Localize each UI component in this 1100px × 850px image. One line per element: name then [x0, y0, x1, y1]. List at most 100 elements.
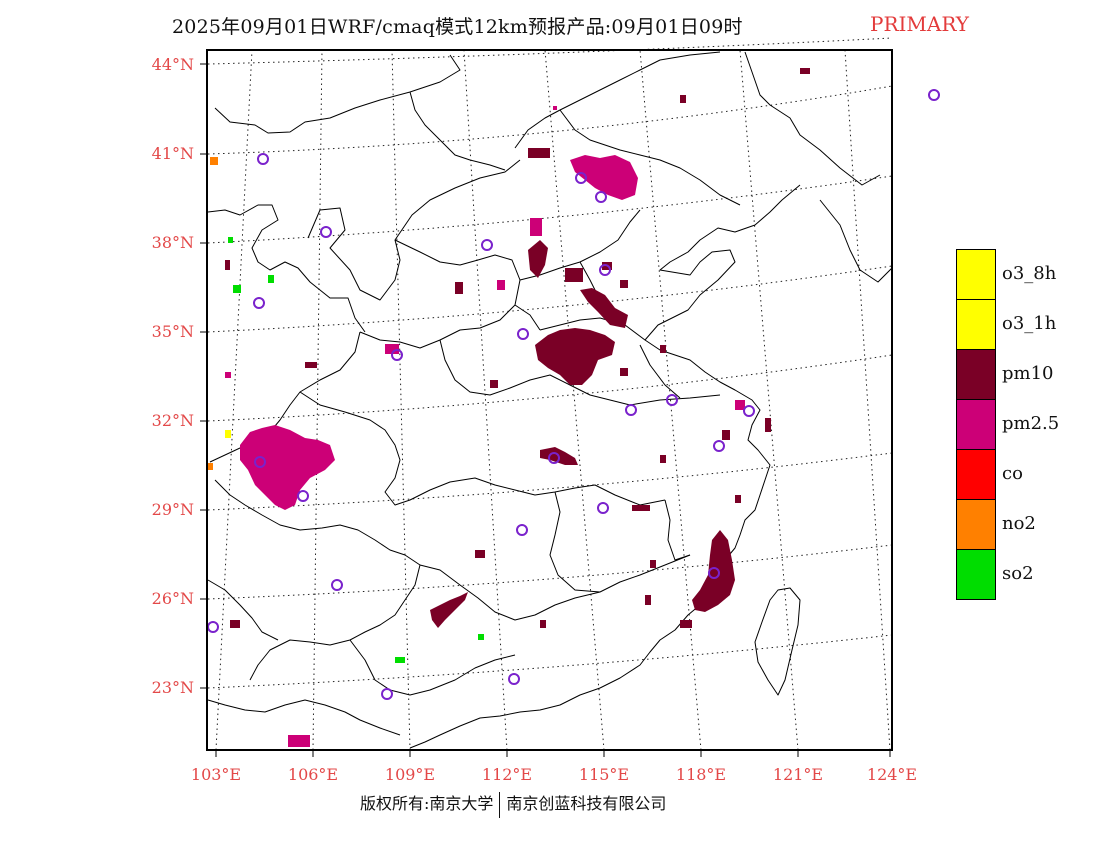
primary-tag: PRIMARY	[870, 12, 969, 36]
legend-swatch	[956, 299, 996, 350]
province-boundaries	[207, 51, 893, 749]
station-marker	[207, 621, 219, 633]
station-marker	[257, 153, 269, 165]
border-inner-9	[549, 491, 691, 593]
lon-line-109	[391, 49, 411, 751]
lat-line-35	[207, 265, 893, 333]
station-marker	[391, 349, 403, 361]
title-text: 2025年09月01日WRF/cmaq模式12km预报产品:09月01日09时	[172, 16, 743, 38]
pm10-cell	[528, 148, 550, 158]
pm10-cell	[620, 368, 628, 376]
lon-line-121	[739, 49, 799, 751]
pm25-cell	[553, 106, 557, 110]
border-inner-11	[207, 699, 401, 736]
copyright-footer: 版权所有:南京大学 南京创蓝科技有限公司	[360, 790, 666, 818]
pm25-beijing	[570, 155, 638, 200]
lat-label-44n: 44°N	[151, 55, 194, 74]
legend-swatch	[956, 349, 996, 400]
border-inner-1	[307, 159, 521, 301]
border-inner-7	[214, 479, 421, 681]
taiwan-outline	[754, 587, 801, 696]
border-nw	[207, 204, 366, 333]
station-marker	[597, 502, 609, 514]
pm10-cell	[540, 620, 546, 628]
pm10-cell	[632, 505, 650, 511]
pm10-cell	[765, 418, 771, 432]
station-marker	[481, 239, 493, 251]
o3-cell	[225, 430, 231, 438]
station-marker	[517, 328, 529, 340]
pm10-cell	[645, 595, 651, 605]
legend-swatch	[956, 549, 996, 600]
lon-label-112e: 112°E	[481, 765, 533, 784]
legend-label: pm10	[1002, 363, 1054, 384]
pm10-cell	[620, 280, 628, 288]
so2-cell	[233, 285, 241, 293]
lon-label-109e: 109°E	[384, 765, 436, 784]
station-marker	[713, 440, 725, 452]
no2-cell	[207, 463, 213, 470]
pm25-cell	[497, 280, 505, 290]
pm25-area	[225, 106, 745, 747]
station-marker	[516, 524, 528, 536]
pm10-fujian	[692, 530, 735, 612]
pm10-guangxi	[430, 592, 468, 628]
pm25-cell	[735, 400, 745, 410]
pm10-cell	[475, 550, 485, 558]
pm10-cell	[680, 95, 686, 103]
pm25-sichuan-basin	[240, 425, 335, 510]
pm10-cell	[800, 68, 810, 74]
border-inner-5	[209, 331, 361, 463]
station-marker	[320, 226, 332, 238]
pm25-cell	[530, 218, 542, 236]
station-marker	[595, 191, 607, 203]
border-inner-3	[519, 209, 646, 341]
lat-label-26n: 26°N	[151, 589, 194, 608]
lon-line-106	[312, 49, 323, 751]
pm10-cell	[680, 620, 692, 628]
korea-outline	[819, 199, 893, 283]
station-marker	[548, 452, 560, 464]
copyright-left: 版权所有:南京大学	[360, 794, 494, 813]
lon-line-103	[215, 49, 253, 751]
pm10-cell	[565, 268, 583, 282]
map-title: 2025年09月01日WRF/cmaq模式12km预报产品:09月01日09时 …	[0, 12, 1100, 42]
so2-area	[228, 237, 484, 663]
station-marker	[599, 264, 611, 276]
pm10-cell	[225, 260, 230, 270]
station-markers	[207, 89, 940, 700]
lon-label-121e: 121°E	[772, 765, 824, 784]
axis-ticks	[200, 63, 891, 757]
pm10-cell	[735, 495, 741, 503]
lat-line-29	[207, 452, 893, 511]
border-north	[214, 51, 721, 149]
station-marker	[253, 297, 265, 309]
lon-label-103e: 103°E	[190, 765, 242, 784]
legend-label: so2	[1002, 563, 1034, 584]
border-inner-10	[207, 579, 516, 696]
pm10-cell	[490, 380, 498, 388]
lon-label-124e: 124°E	[866, 765, 918, 784]
lat-label-29n: 29°N	[151, 500, 194, 519]
pm10-cell	[230, 620, 240, 628]
no2-cell	[210, 157, 218, 165]
pm10-cell	[660, 345, 666, 353]
pm10-cell	[722, 430, 730, 440]
legend-swatch	[956, 249, 996, 300]
copyright-right: 南京创蓝科技有限公司	[506, 794, 667, 813]
legend-swatch	[956, 449, 996, 500]
border-inner-14	[559, 109, 741, 206]
lon-label-115e: 115°E	[578, 765, 630, 784]
lat-label-32n: 32°N	[151, 411, 194, 430]
map-frame	[206, 49, 893, 751]
pm10-hebei	[580, 288, 628, 328]
so2-cell	[395, 657, 405, 663]
station-marker	[297, 490, 309, 502]
legend-label: o3_8h	[1002, 263, 1057, 284]
legend-label: o3_1h	[1002, 313, 1057, 334]
no2-area	[207, 157, 218, 470]
station-marker	[928, 89, 940, 101]
lon-label-118e: 118°E	[675, 765, 727, 784]
station-marker	[625, 404, 637, 416]
